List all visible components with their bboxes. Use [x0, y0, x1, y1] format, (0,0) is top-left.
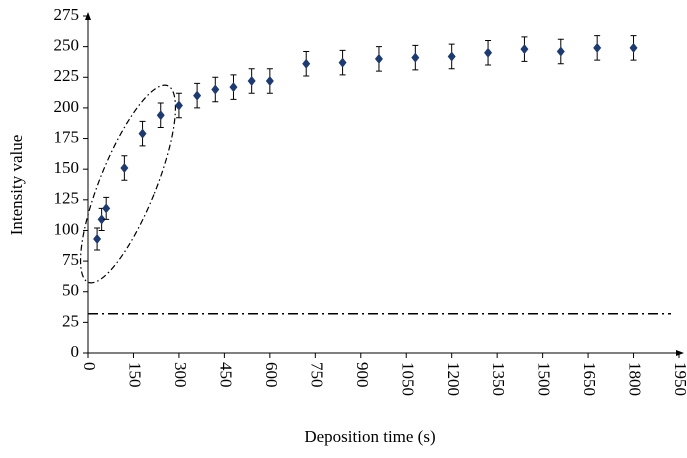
data-point: [302, 58, 311, 69]
x-tick-label: 1950: [671, 362, 687, 396]
data-point: [593, 42, 602, 53]
data-point: [247, 75, 256, 86]
highlight-ellipse: [79, 84, 177, 284]
x-tick-label: 0: [80, 362, 99, 371]
x-tick-label: 750: [307, 362, 326, 388]
data-point: [484, 47, 493, 58]
data-point: [174, 100, 183, 111]
x-tick-label: 300: [171, 362, 190, 388]
data-point: [138, 128, 147, 139]
data-point: [120, 162, 129, 173]
y-tick-label: 200: [54, 97, 80, 116]
data-point: [265, 75, 274, 86]
x-tick-label: 1500: [535, 362, 554, 396]
data-point: [447, 51, 456, 62]
y-tick-label: 50: [62, 281, 79, 300]
data-point: [211, 84, 220, 95]
y-tick-label: 125: [54, 189, 80, 208]
y-tick-label: 275: [54, 5, 80, 24]
y-tick-label: 25: [62, 311, 79, 330]
x-arrow: [676, 350, 684, 356]
x-tick-label: 1650: [580, 362, 599, 396]
data-point: [411, 52, 420, 63]
y-tick-label: 100: [54, 219, 80, 238]
data-point: [102, 203, 111, 214]
data-point: [156, 110, 165, 121]
y-axis-title: Intensity value: [7, 135, 26, 236]
data-point: [556, 46, 565, 57]
x-tick-label: 600: [262, 362, 281, 388]
y-tick-label: 150: [54, 158, 80, 177]
x-tick-label: 150: [126, 362, 145, 388]
data-point: [193, 90, 202, 101]
y-tick-label: 175: [54, 127, 80, 146]
y-tick-label: 0: [71, 342, 80, 361]
y-tick-label: 75: [62, 250, 79, 269]
x-axis-title: Deposition time (s): [304, 427, 435, 446]
data-point: [520, 44, 529, 55]
data-point: [338, 57, 347, 68]
y-tick-label: 250: [54, 36, 80, 55]
data-point: [97, 214, 106, 225]
x-tick-label: 1350: [489, 362, 508, 396]
x-tick-label: 1800: [626, 362, 645, 396]
data-point: [374, 53, 383, 64]
y-tick-label: 225: [54, 66, 80, 85]
x-tick-label: 900: [353, 362, 372, 388]
data-point: [93, 234, 102, 245]
x-tick-label: 1200: [444, 362, 463, 396]
x-tick-label: 450: [216, 362, 235, 388]
data-point: [629, 42, 638, 53]
data-point: [229, 82, 238, 93]
x-tick-label: 1050: [398, 362, 417, 396]
